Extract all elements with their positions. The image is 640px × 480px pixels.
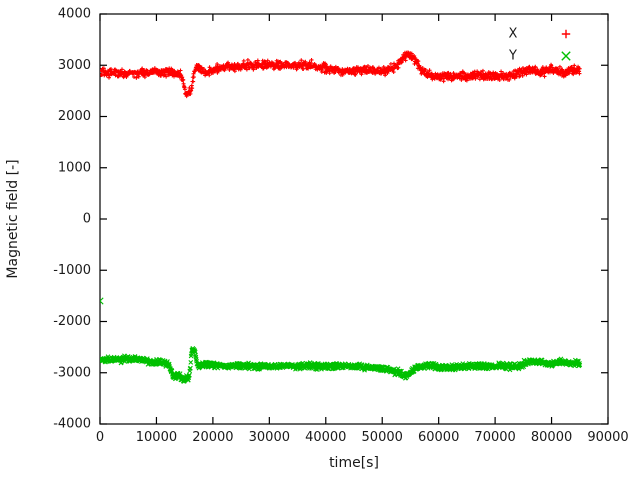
y-tick-label: 0 — [83, 212, 91, 227]
x-tick-label: 50000 — [362, 430, 403, 445]
x-tick-label: 90000 — [587, 430, 628, 445]
x-tick-label: 30000 — [249, 430, 290, 445]
legend-label-y: Y — [508, 49, 517, 64]
data-series-group — [100, 50, 583, 384]
legend-marker-y-icon — [561, 51, 571, 61]
y-tick-label: 1000 — [58, 160, 91, 175]
y-tick-label: 3000 — [58, 58, 91, 73]
series-x — [100, 50, 582, 99]
plot-frame — [99, 13, 609, 425]
x-tick-label: 40000 — [305, 430, 346, 445]
y-tick-label: -4000 — [53, 417, 91, 432]
x-tick-label: 70000 — [474, 430, 515, 445]
y-axis-title: Magnetic field [-] — [5, 159, 21, 278]
x-tick-label: 0 — [96, 430, 104, 445]
legend-label-x: X — [509, 27, 518, 42]
y-tick-label: -1000 — [53, 263, 91, 278]
y-axis-title-text: Magnetic field [-] — [5, 159, 21, 278]
x-axis-title: time[s] — [329, 455, 379, 471]
x-axis-ticks: 0 10000 20000 30000 40000 50000 60000 70000 8000… — [96, 14, 629, 445]
legend-marker-x-icon — [561, 29, 571, 39]
series-y — [100, 297, 583, 384]
x-tick-label: 20000 — [192, 430, 233, 445]
series-y-points — [100, 297, 583, 384]
x-tick-label: 60000 — [418, 430, 459, 445]
y-tick-label: -3000 — [53, 365, 91, 380]
series-x-points — [100, 50, 582, 99]
x-tick-label: 10000 — [136, 430, 177, 445]
y-tick-label: 4000 — [58, 7, 91, 22]
x-axis-title-text: time[s] — [329, 455, 379, 471]
x-tick-label: 80000 — [531, 430, 572, 445]
y-tick-label: -2000 — [53, 314, 91, 329]
y-tick-label: 2000 — [58, 109, 91, 124]
chart-legend: XY — [508, 27, 571, 64]
